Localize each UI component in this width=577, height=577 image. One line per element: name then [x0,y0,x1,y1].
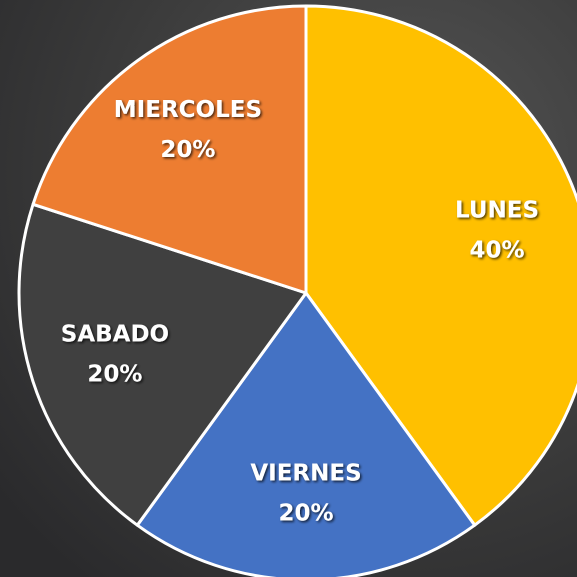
value-label: 20% [278,500,333,526]
value-label: 20% [160,137,215,163]
pie-slice [31,4,308,295]
pie-slice [135,291,477,577]
category-label: MIERCOLES [114,97,262,123]
pie-slice [17,202,308,527]
category-label: LUNES [455,197,539,223]
category-label: SABADO [61,322,169,348]
pie [17,4,577,577]
pie-slice [304,4,577,527]
category-label: VIERNES [250,460,361,486]
value-label: 40% [470,237,525,263]
labels: LUNES 40% VIERNES 20% SABADO 20% MIERCOLES 20% [61,97,539,526]
value-label: 20% [87,362,142,388]
